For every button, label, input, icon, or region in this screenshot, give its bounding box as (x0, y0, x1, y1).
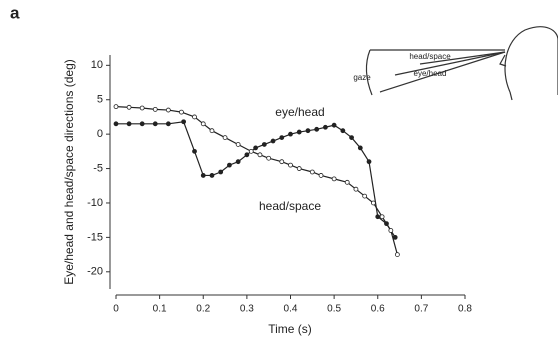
marker (222, 135, 228, 140)
inset-label: head/space (409, 52, 451, 61)
y-tick-label: -5 (93, 162, 103, 174)
x-tick-label: 0.2 (196, 304, 210, 315)
marker (248, 148, 254, 154)
marker (344, 179, 350, 185)
marker (200, 121, 206, 127)
inset-label: eye/head (414, 69, 447, 78)
inset-label: gaze (353, 73, 371, 82)
marker (165, 107, 171, 113)
y-tick-label: -15 (87, 231, 103, 243)
marker (235, 142, 241, 147)
marker (139, 105, 145, 111)
x-axis-label: Time (s) (268, 322, 312, 336)
marker (318, 173, 324, 178)
marker (253, 145, 259, 151)
marker (314, 126, 320, 132)
marker (388, 228, 394, 233)
marker (113, 104, 119, 110)
marker (331, 122, 337, 128)
marker (218, 169, 224, 175)
marker (379, 214, 385, 220)
marker (152, 121, 158, 127)
marker (296, 166, 302, 171)
marker (375, 214, 381, 220)
marker (331, 176, 337, 182)
marker (209, 128, 215, 134)
marker (362, 193, 368, 199)
marker (349, 135, 354, 140)
x-tick-label: 0.4 (284, 304, 298, 315)
marker (288, 131, 293, 137)
x-tick-label: 0.5 (327, 304, 341, 315)
marker (261, 142, 267, 147)
marker (266, 155, 272, 161)
marker (139, 121, 145, 127)
marker (152, 106, 158, 112)
marker (370, 200, 376, 206)
marker (353, 186, 359, 192)
x-tick-label: 0.3 (240, 304, 254, 315)
x-tick-label: 0.6 (371, 304, 385, 315)
marker (113, 121, 119, 127)
marker (227, 162, 232, 168)
panel-label: a (10, 3, 20, 22)
marker (296, 129, 302, 135)
marker (192, 114, 197, 120)
marker (322, 124, 328, 130)
marker (392, 234, 398, 240)
y-tick-label: -20 (87, 266, 103, 278)
marker (209, 173, 215, 178)
marker (366, 159, 372, 165)
marker (179, 109, 184, 115)
x-tick-label: 0.7 (414, 304, 428, 315)
marker (288, 162, 293, 168)
marker (235, 159, 241, 165)
marker (309, 169, 315, 175)
marker (340, 128, 346, 134)
series-line (115, 106, 398, 255)
marker (357, 145, 363, 151)
annotation: eye/head (275, 105, 324, 119)
marker (126, 104, 132, 110)
x-tick-label: 0 (113, 304, 119, 315)
marker (257, 152, 263, 158)
marker (394, 252, 400, 257)
inset-diagram (365, 26, 558, 101)
marker (165, 121, 171, 127)
x-tick-label: 0.1 (153, 304, 167, 315)
marker (279, 159, 285, 165)
marker (126, 121, 132, 127)
x-tick-label: 0.8 (458, 304, 472, 315)
y-tick-label: 0 (97, 128, 103, 140)
y-tick-label: 5 (97, 94, 103, 106)
marker (192, 148, 197, 154)
marker (270, 138, 276, 144)
marker (181, 119, 187, 125)
marker (200, 173, 206, 178)
marker (305, 128, 311, 134)
marker (279, 135, 285, 140)
marker (244, 152, 250, 158)
y-tick-label: -10 (87, 197, 103, 209)
y-axis-label: Eye/head and head/space directions (deg) (62, 59, 76, 285)
y-tick-label: 10 (91, 59, 103, 71)
annotation: head/space (259, 199, 321, 213)
